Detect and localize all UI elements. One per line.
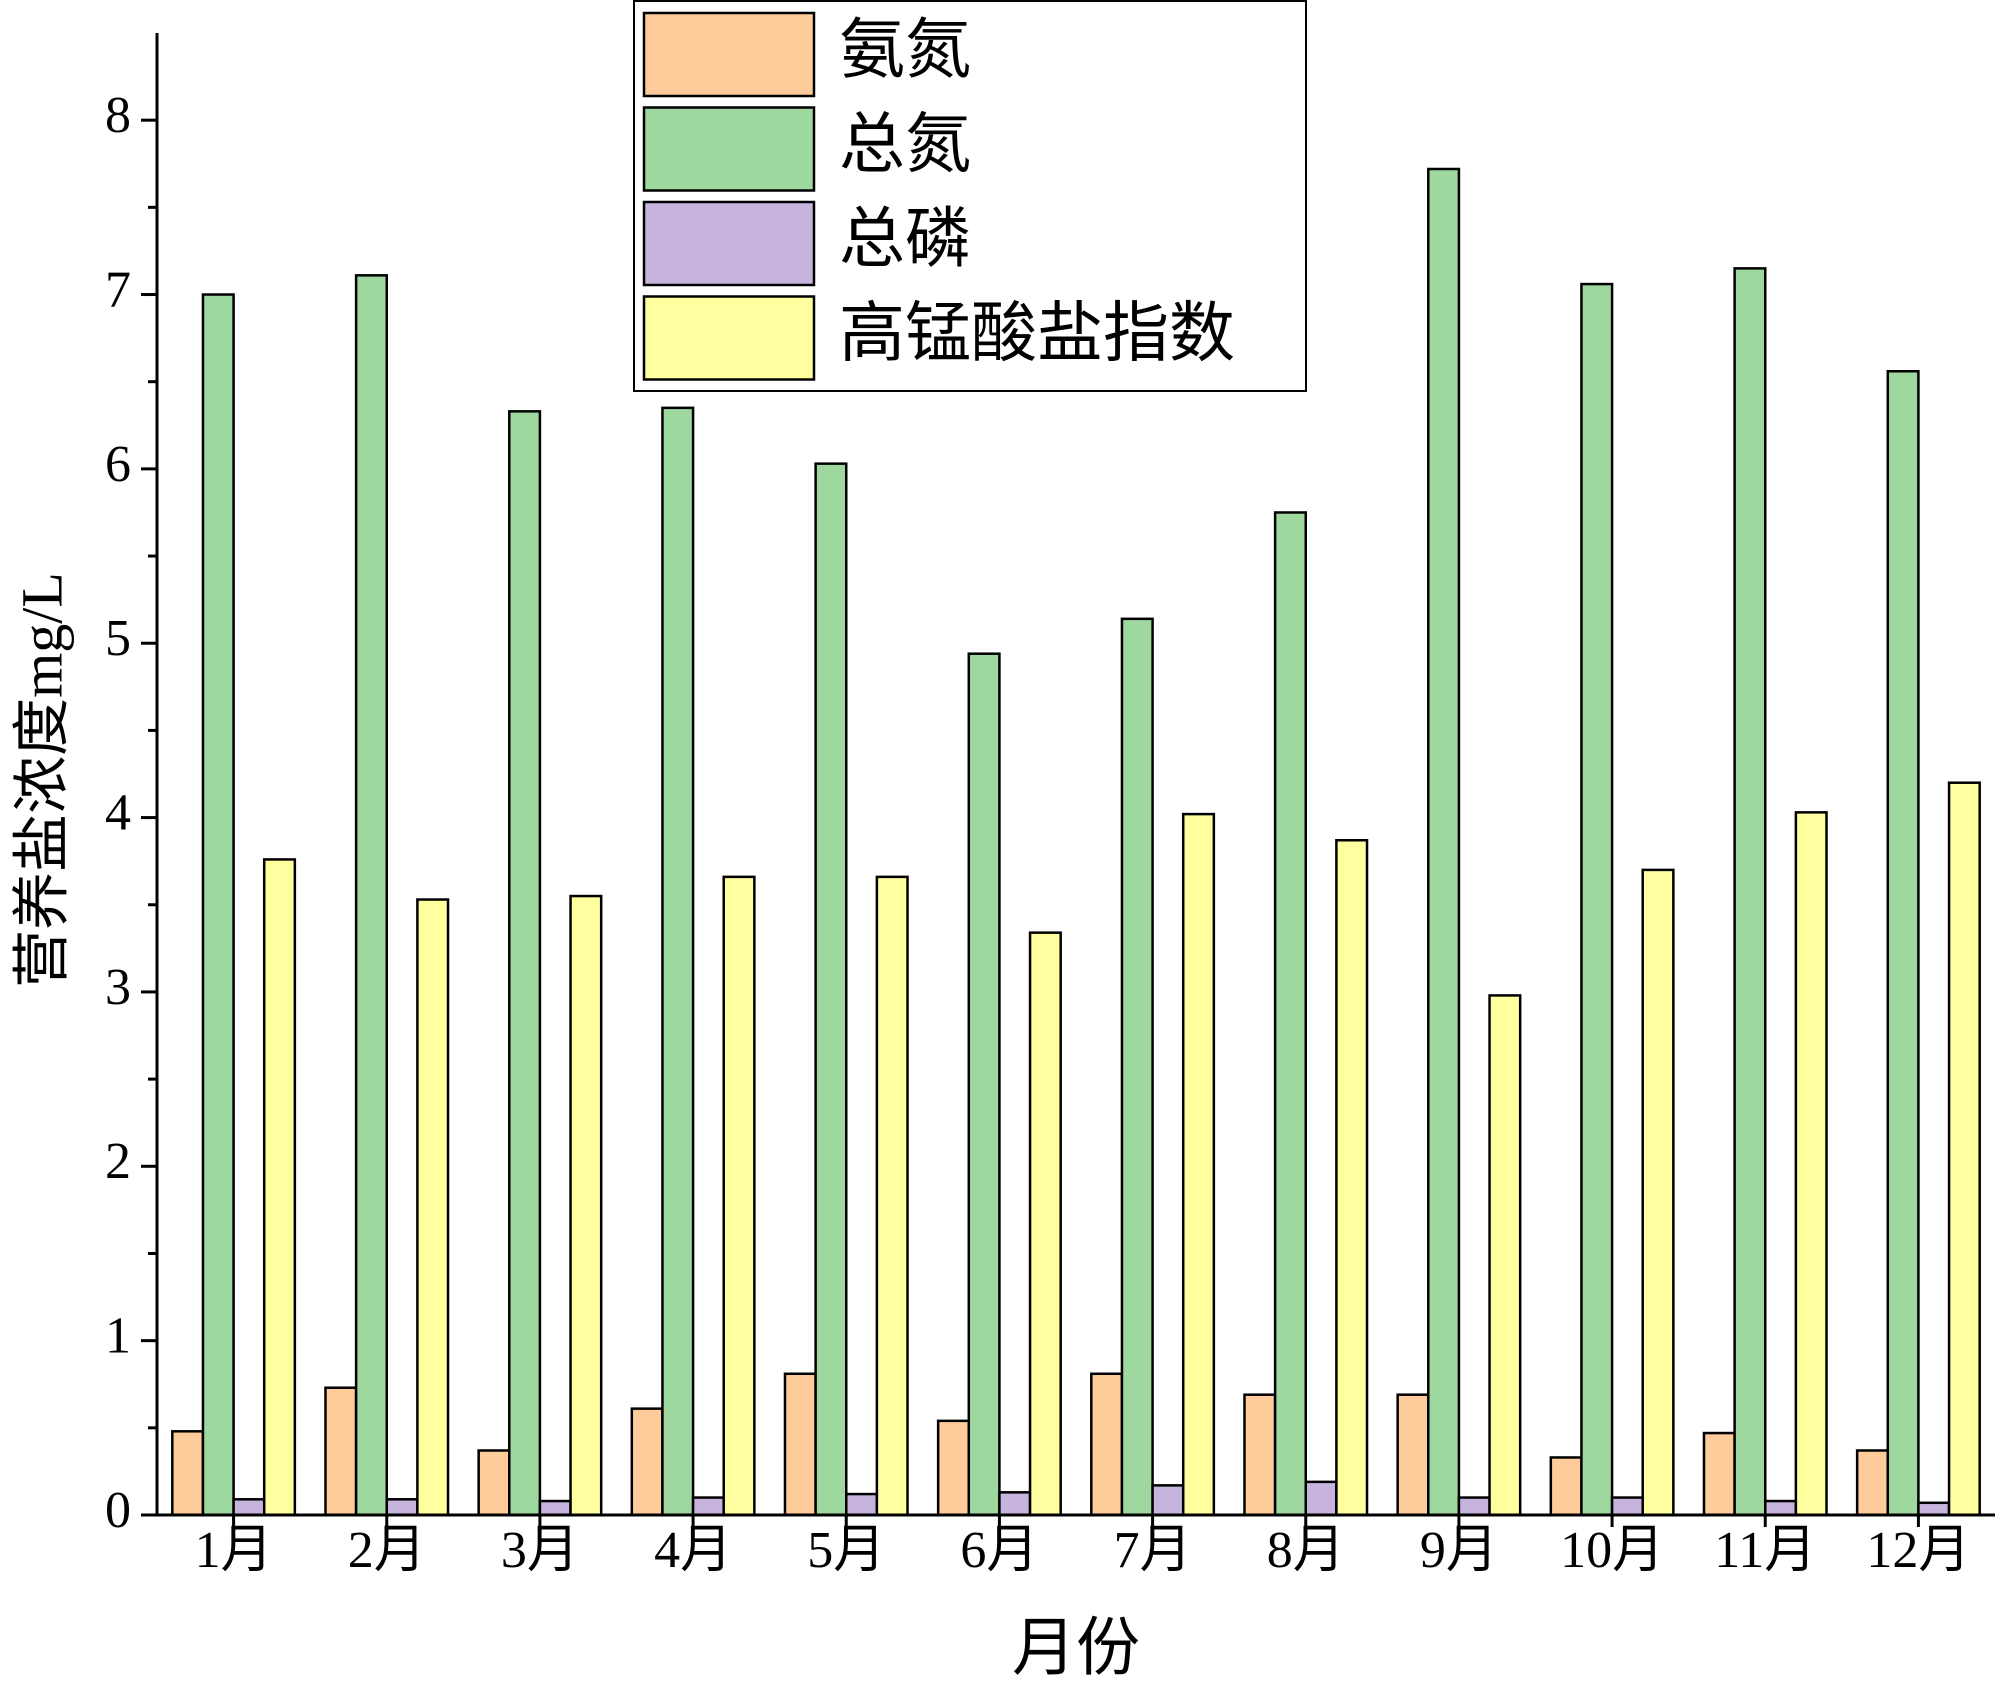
x-tick-label: 9月 bbox=[1420, 1522, 1498, 1579]
bar bbox=[1243, 1393, 1277, 1517]
bar bbox=[569, 894, 603, 1517]
y-tick-label: 3 bbox=[105, 959, 131, 1016]
bar bbox=[1396, 1393, 1430, 1517]
bar bbox=[1457, 1496, 1491, 1517]
bar bbox=[630, 1407, 664, 1517]
x-tick-label: 2月 bbox=[348, 1522, 426, 1579]
bar bbox=[1120, 617, 1154, 1517]
bar bbox=[1610, 1496, 1644, 1517]
bar bbox=[1151, 1484, 1185, 1517]
bar bbox=[201, 293, 235, 1517]
bar bbox=[814, 462, 848, 1517]
y-tick-label: 0 bbox=[105, 1482, 131, 1539]
bar bbox=[661, 406, 695, 1517]
bar bbox=[967, 652, 1001, 1517]
bar bbox=[171, 1430, 205, 1517]
y-tick-label: 8 bbox=[105, 87, 131, 144]
bar bbox=[1335, 839, 1369, 1517]
bar bbox=[1090, 1372, 1124, 1517]
x-tick-label: 3月 bbox=[501, 1522, 579, 1579]
bar bbox=[1181, 812, 1216, 1517]
legend-swatch bbox=[642, 106, 816, 192]
legend-label: 高锰酸盐指数 bbox=[839, 298, 1235, 371]
y-axis-label: 营养盐浓度mg/L bbox=[9, 572, 74, 988]
bar bbox=[1427, 167, 1461, 1517]
y-tick-label: 4 bbox=[105, 785, 131, 842]
legend-label: 总磷 bbox=[839, 203, 971, 276]
bar bbox=[1641, 868, 1675, 1517]
x-tick-label: 4月 bbox=[654, 1522, 732, 1579]
bar bbox=[1947, 781, 1981, 1517]
x-tick-label: 6月 bbox=[960, 1522, 1038, 1579]
bar bbox=[1855, 1449, 1890, 1517]
x-tick-label: 5月 bbox=[807, 1522, 885, 1579]
bar bbox=[416, 898, 450, 1517]
y-tick-label: 6 bbox=[105, 436, 131, 493]
bar bbox=[1886, 369, 1920, 1517]
legend-swatch bbox=[642, 11, 816, 98]
x-tick-label: 12月 bbox=[1866, 1522, 1970, 1579]
y-tick-label: 5 bbox=[105, 610, 131, 667]
bar bbox=[875, 875, 909, 1517]
y-tick-label: 7 bbox=[105, 261, 131, 318]
bar bbox=[1764, 1499, 1798, 1517]
bar bbox=[1304, 1480, 1338, 1517]
x-tick-label: 11月 bbox=[1714, 1522, 1816, 1579]
bar bbox=[936, 1419, 971, 1517]
bar bbox=[1549, 1456, 1583, 1517]
bar bbox=[1580, 282, 1614, 1517]
y-tick-label: 1 bbox=[105, 1308, 131, 1365]
x-tick-label: 10月 bbox=[1560, 1522, 1664, 1579]
bar bbox=[1273, 511, 1308, 1517]
bar bbox=[1028, 931, 1062, 1517]
bar bbox=[262, 858, 297, 1517]
legend-swatch bbox=[642, 200, 816, 287]
bar bbox=[508, 410, 542, 1517]
bar bbox=[324, 1386, 358, 1517]
bar bbox=[1702, 1431, 1736, 1517]
x-axis-label: 月份 bbox=[1012, 1613, 1140, 1684]
bar bbox=[845, 1492, 879, 1517]
legend-swatch bbox=[642, 295, 816, 381]
bar bbox=[722, 875, 756, 1517]
bar bbox=[783, 1372, 817, 1517]
legend-label: 总氮 bbox=[839, 109, 971, 182]
bar bbox=[1488, 994, 1522, 1517]
y-tick-label: 2 bbox=[105, 1133, 131, 1190]
x-tick-label: 8月 bbox=[1267, 1522, 1345, 1579]
bar bbox=[354, 274, 389, 1517]
bar bbox=[1794, 811, 1828, 1517]
bar bbox=[1733, 267, 1767, 1517]
bar bbox=[232, 1498, 266, 1517]
bar bbox=[998, 1491, 1032, 1517]
legend-label: 氨氮 bbox=[839, 14, 971, 87]
bar bbox=[691, 1496, 725, 1517]
bar bbox=[1917, 1501, 1951, 1517]
x-tick-label: 7月 bbox=[1114, 1522, 1192, 1579]
x-tick-label: 1月 bbox=[195, 1522, 273, 1579]
bar bbox=[538, 1499, 572, 1517]
bar bbox=[477, 1449, 511, 1517]
bar bbox=[385, 1498, 419, 1517]
